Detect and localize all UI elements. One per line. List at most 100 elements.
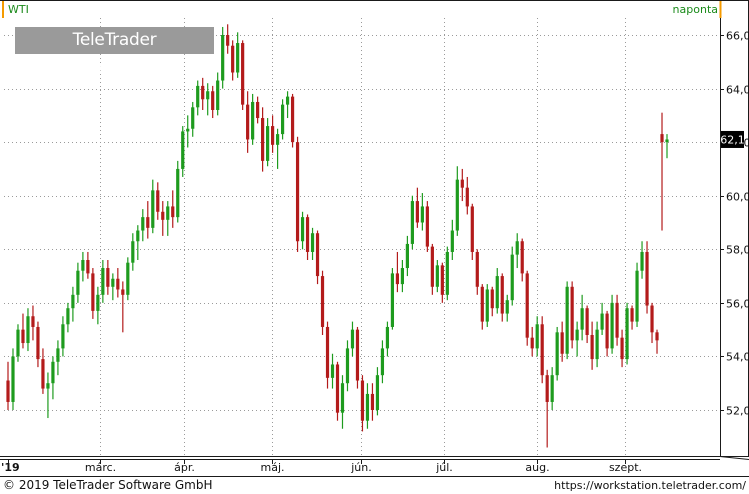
candle-body (380, 348, 385, 376)
candle (650, 302, 654, 344)
footer-copyright: © 2019 TeleTrader Software GmbH (3, 478, 213, 492)
candle-body (300, 217, 305, 242)
candle-body (156, 190, 160, 212)
candle (370, 383, 375, 421)
candle-body (221, 35, 225, 81)
candle (16, 324, 20, 362)
candle-body (231, 45, 235, 73)
candle-body (535, 324, 539, 349)
xaxis-divider-line-right (719, 456, 749, 460)
candle-body (86, 260, 90, 274)
candle-body (176, 168, 180, 218)
candle-body (106, 268, 110, 287)
candle (151, 179, 155, 234)
candle (380, 340, 385, 384)
candle-body (196, 85, 200, 108)
candle-body (570, 286, 574, 341)
candle (520, 238, 524, 282)
candle (161, 201, 165, 236)
candle (96, 286, 100, 325)
y-tick-label: 66,0 (726, 30, 749, 43)
x-axis: '19 márc. ápr. máj. jún. júl. aug. szept. (1, 460, 642, 474)
candle-body (335, 364, 340, 413)
candle-body (415, 201, 419, 223)
candle-body (76, 270, 80, 295)
candle-body (640, 251, 644, 271)
candle-body (510, 254, 514, 301)
candle (640, 241, 644, 279)
candle-body (266, 126, 270, 161)
candle-body (275, 134, 280, 145)
watermark-brand: TeleTrader (72, 30, 157, 50)
candle (430, 243, 434, 295)
candle (216, 72, 220, 116)
candle (31, 305, 35, 341)
candle-body (450, 230, 454, 252)
footer-url[interactable]: https://workstation.teletrader.com/ (554, 479, 746, 492)
candle (415, 187, 419, 228)
candle (201, 77, 205, 110)
candle-body (445, 251, 449, 295)
candle (340, 375, 345, 429)
candle (226, 24, 230, 54)
candle (515, 233, 519, 269)
candle-body (251, 101, 255, 140)
candle-body (655, 332, 659, 341)
candle (575, 321, 579, 357)
candle (595, 321, 599, 368)
candle (665, 134, 669, 159)
x-tick-label: szept. (609, 461, 642, 474)
last-price-label: 62,1 (720, 133, 745, 146)
candle (335, 361, 340, 421)
candle-body (131, 241, 135, 263)
candle (620, 329, 624, 368)
candle (86, 251, 90, 279)
candle (510, 246, 514, 306)
y-tick-label: 52,0 (726, 405, 749, 418)
x-tick-label: jún. (350, 461, 372, 474)
candle (645, 241, 649, 314)
candle-body (171, 206, 175, 218)
candle-body (166, 206, 170, 220)
candle-body (430, 246, 434, 287)
candle-body (610, 302, 614, 349)
candle (580, 294, 584, 341)
last-price-marker: 62,1 (720, 130, 745, 148)
x-tick-label: márc. (85, 461, 116, 474)
x-tick-label: máj. (260, 461, 284, 474)
candle-body (216, 80, 220, 110)
candle-body (46, 383, 50, 389)
candle (655, 329, 659, 354)
candle (116, 268, 120, 298)
candle (256, 96, 260, 124)
candle-body (595, 329, 599, 360)
candle (295, 136, 300, 252)
candle (330, 353, 335, 389)
candle-body (330, 364, 335, 378)
candle (355, 326, 360, 389)
instrument-symbol: WTI (8, 3, 29, 16)
candle-body (290, 96, 295, 143)
candle (320, 270, 325, 335)
candle-body (505, 300, 509, 314)
candle-body (325, 326, 330, 378)
candle (610, 294, 614, 354)
candle-body (211, 91, 215, 110)
candle-body (261, 118, 265, 161)
candle (590, 321, 594, 370)
candle-body (590, 335, 594, 360)
candle-body (365, 393, 370, 421)
candle-body (270, 126, 275, 145)
x-tick-label: '19 (1, 461, 20, 474)
candle (460, 168, 464, 202)
candle-body (395, 273, 400, 285)
candle (410, 195, 414, 250)
x-tick-label: júl. (435, 461, 453, 474)
candle (41, 348, 45, 394)
candle-body (375, 375, 380, 410)
watermark-product: WorkStation (56, 57, 173, 77)
candle-body (500, 276, 504, 314)
candle-body (36, 326, 40, 360)
candle-body (520, 241, 524, 274)
